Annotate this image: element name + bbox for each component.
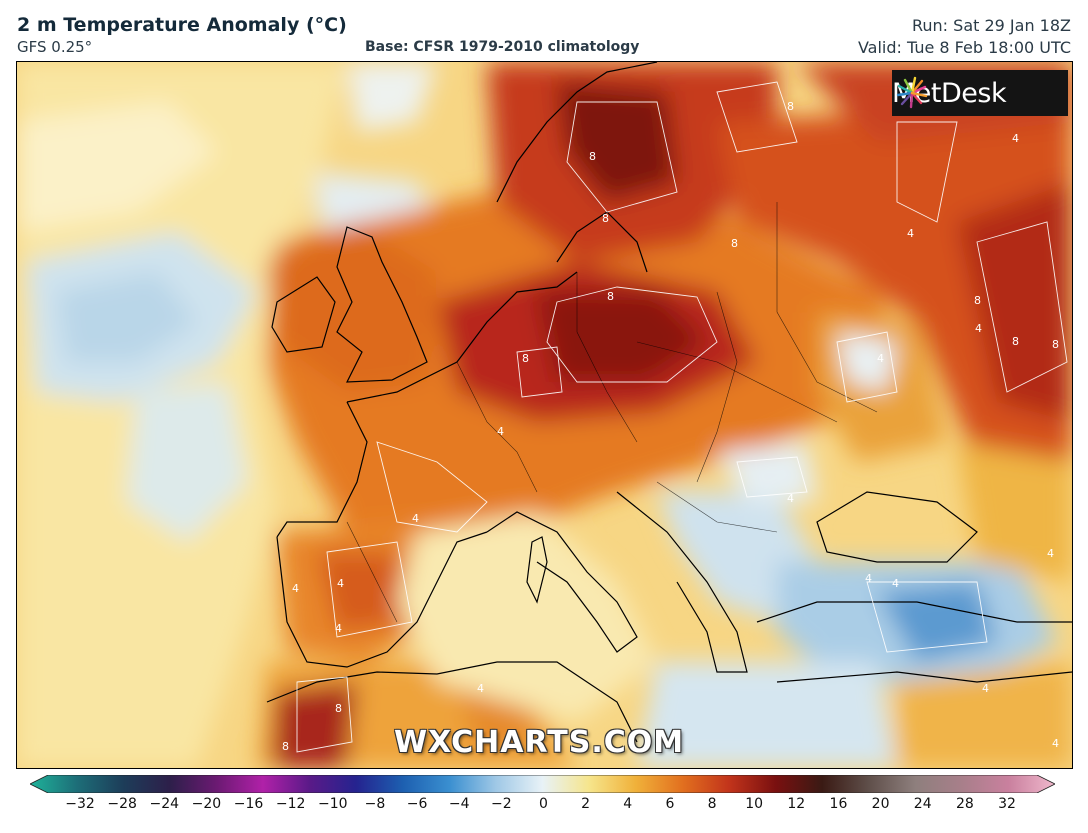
contour-label: 4 [975, 322, 982, 335]
colorbar-tick-label: 2 [581, 796, 591, 812]
model-name: GFS 0.25° [17, 38, 93, 56]
contour-label: 4 [787, 492, 794, 505]
contour-label: 4 [1012, 132, 1019, 145]
contour-label: 4 [1047, 547, 1054, 560]
contour-label: 4 [412, 512, 419, 525]
contour-label: 8 [282, 740, 289, 753]
colorbar-tick-label: 28 [955, 796, 974, 812]
colorbar-tick-label: −28 [107, 796, 137, 812]
contour-label: 4 [907, 227, 914, 240]
contour-label: 4 [877, 352, 884, 365]
colorbar-tick-label: −20 [191, 796, 222, 812]
contour-label: 4 [982, 682, 989, 695]
colorbar-tick-label: 6 [665, 796, 675, 812]
contour-label: 4 [335, 622, 342, 635]
contour-label: 8 [589, 150, 596, 163]
contour-label: 4 [865, 572, 872, 585]
colorbar-tick-label: −16 [233, 796, 264, 812]
map-field: 8 8 8 8 8 8 8 8 8 8 8 4 4 4 4 4 4 4 4 4 … [17, 62, 1072, 768]
climatology-base: Base: CFSR 1979-2010 climatology [365, 39, 640, 55]
run-time: Run: Sat 29 Jan 18Z [912, 16, 1071, 35]
colorbar-tick-label: 10 [745, 796, 764, 812]
contour-label: 4 [292, 582, 299, 595]
colorbar-tick-label: 20 [871, 796, 890, 812]
colorbar-tick-label: −4 [448, 796, 470, 812]
contour-label: 4 [497, 425, 504, 438]
metdesk-logo: MetDesk [892, 70, 1068, 116]
wxcharts-watermark: WXCHARTS.COM [394, 725, 685, 760]
colorbar-tick-label: −10 [318, 796, 348, 812]
colorbar-tick-label: 4 [623, 796, 633, 812]
contour-label: 8 [335, 702, 342, 715]
colorbar-tick-label: −8 [364, 796, 386, 812]
chart-title: 2 m Temperature Anomaly (°C) [17, 14, 347, 36]
colorbar-tick-label: −6 [406, 796, 428, 812]
colorbar-tick-label: 0 [539, 796, 548, 812]
colorbar-tick-label: 24 [913, 796, 932, 812]
contour-label: 4 [1052, 737, 1059, 750]
contour-label: 8 [731, 237, 738, 250]
colorbar-tick-label: 12 [787, 796, 806, 812]
colorbar-tick-label: −32 [65, 796, 95, 812]
contour-label: 8 [607, 290, 614, 303]
contour-label: 4 [477, 682, 484, 695]
contour-label-group: 8 8 8 8 8 8 8 8 8 8 8 4 4 4 4 4 4 4 4 4 … [282, 100, 1059, 753]
valid-time: Valid: Tue 8 Feb 18:00 UTC [857, 38, 1071, 57]
coastlines [266, 62, 1072, 743]
contour-label: 8 [787, 100, 794, 113]
contour-label: 8 [1012, 335, 1019, 348]
contour-label: 4 [892, 577, 899, 590]
contour-label: 4 [337, 577, 344, 590]
colorbar-gradient [30, 775, 1055, 793]
contour-label: 8 [1052, 338, 1059, 351]
country-borders [346, 202, 878, 623]
colorbar-tick-label: 32 [998, 796, 1016, 812]
anomaly-contours [296, 81, 1068, 753]
colorbar [30, 775, 1055, 793]
colorbar-tick-label: 16 [829, 796, 848, 812]
contour-label: 8 [602, 212, 609, 225]
colorbar-tick-label: −12 [275, 796, 306, 812]
colorbar-tick-label: −24 [149, 796, 180, 812]
metdesk-burst-icon [896, 76, 928, 109]
colorbar-ticks: −32 −28 −24 −20 −16 −12 −10 −8 −6 −4 −2 0 2 4 6 8 10 12 16… [0, 796, 1088, 822]
colorbar-tick-label: −2 [491, 796, 512, 812]
colorbar-tick-label: 8 [707, 796, 717, 812]
contour-label: 8 [974, 294, 981, 307]
temperature-anomaly-map: 8 8 8 8 8 8 8 8 8 8 8 4 4 4 4 4 4 4 4 4 … [16, 61, 1073, 769]
contour-label: 8 [522, 352, 529, 365]
